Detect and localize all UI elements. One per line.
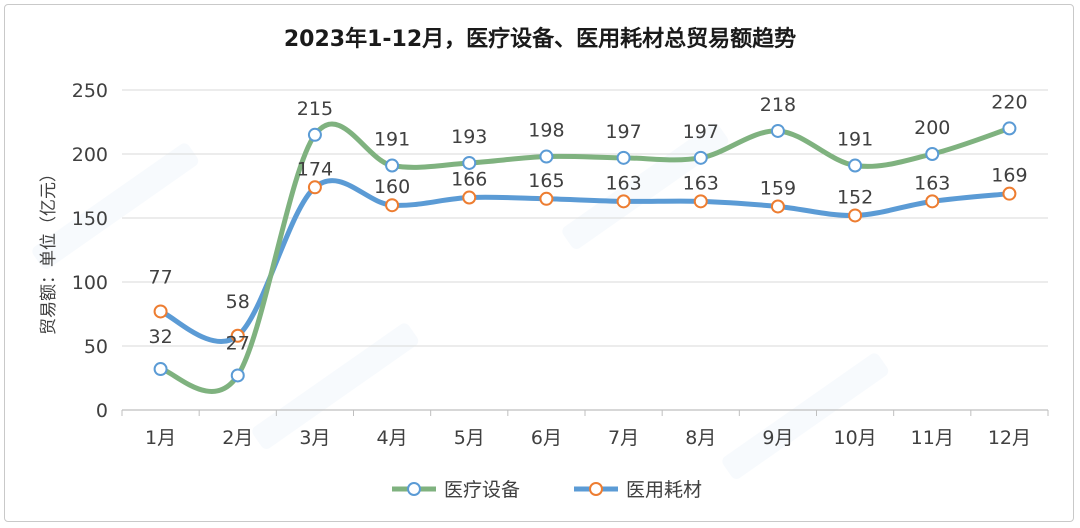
data-point — [1002, 186, 1017, 201]
data-point — [307, 127, 322, 142]
x-tick-label: 9月 — [762, 427, 793, 449]
data-point — [616, 194, 631, 209]
data-label: 197 — [605, 121, 641, 143]
data-point — [385, 158, 400, 173]
x-tick-label: 12月 — [988, 427, 1031, 449]
x-tick-label: 7月 — [608, 427, 639, 449]
x-tick-label: 8月 — [685, 427, 716, 449]
y-axis-label: 贸易额：单位（亿元） — [39, 165, 59, 335]
data-label: 160 — [374, 176, 410, 198]
data-point — [462, 190, 477, 205]
data-point — [230, 328, 245, 343]
data-label: 169 — [991, 165, 1027, 187]
data-label: 220 — [991, 91, 1027, 113]
data-point — [693, 150, 708, 165]
data-label: 215 — [297, 98, 333, 120]
data-point — [539, 149, 554, 164]
data-point — [307, 180, 322, 195]
series-line — [158, 121, 1012, 394]
data-label: 174 — [297, 158, 333, 180]
watermark-mark — [32, 143, 199, 269]
data-label: 200 — [914, 117, 950, 139]
chart-title: 2023年1-12月，医疗设备、医用耗材总贸易额趋势 — [284, 26, 796, 52]
axes: 0 50 100 150 200 250 1月 2月 3月 4月 5月 6月 7月 8月 9月 10月 11月 1… — [72, 80, 1049, 449]
legend-label: 医疗设备 — [444, 479, 520, 501]
data-point — [462, 155, 477, 170]
data-label: 77 — [148, 266, 172, 288]
data-label: 163 — [605, 172, 641, 194]
legend-marker — [407, 482, 421, 496]
watermark-mark — [722, 353, 889, 479]
data-label: 159 — [760, 177, 796, 199]
x-tick-label: 6月 — [531, 427, 562, 449]
x-tick-label: 5月 — [454, 427, 485, 449]
watermark-group — [32, 123, 889, 479]
data-point — [848, 158, 863, 173]
x-tick-label: 3月 — [299, 427, 330, 449]
x-tick-label: 2月 — [222, 427, 253, 449]
data-point — [230, 368, 245, 383]
y-tick-label: 0 — [96, 400, 108, 422]
data-point — [925, 194, 940, 209]
data-point — [848, 208, 863, 223]
data-labels: 32 27 215 191 193 198 197 197 218 191 200 220 77 58 17… — [148, 91, 1027, 354]
data-label: 191 — [374, 129, 410, 151]
legend-label: 医用耗材 — [626, 479, 702, 501]
data-label: 166 — [451, 169, 487, 191]
data-point — [770, 123, 785, 138]
watermark-mark — [252, 323, 419, 449]
data-point — [1002, 121, 1017, 136]
legend-marker — [589, 482, 603, 496]
data-label: 198 — [528, 120, 564, 142]
data-label: 191 — [837, 129, 873, 151]
x-tick-label: 1月 — [145, 427, 176, 449]
data-label: 27 — [226, 332, 250, 354]
data-label: 218 — [760, 94, 796, 116]
grid-lines — [122, 89, 1048, 347]
data-label: 163 — [914, 172, 950, 194]
data-label: 163 — [683, 172, 719, 194]
data-label: 197 — [683, 121, 719, 143]
data-label: 58 — [226, 291, 250, 313]
data-point — [925, 147, 940, 161]
data-label: 152 — [837, 186, 873, 208]
x-tick-label: 10月 — [833, 427, 876, 449]
data-point — [693, 194, 708, 209]
y-tick-label: 250 — [72, 80, 108, 102]
data-point — [385, 198, 400, 213]
data-label: 193 — [451, 126, 487, 148]
series-group — [153, 121, 1017, 394]
data-point — [153, 362, 168, 377]
data-label: 165 — [528, 170, 564, 192]
y-tick-label: 200 — [72, 144, 108, 166]
data-point — [616, 150, 631, 165]
data-point — [153, 304, 168, 319]
legend: 医疗设备 医用耗材 — [392, 479, 702, 501]
y-tick-label: 50 — [84, 336, 108, 358]
y-tick-label: 150 — [72, 208, 108, 230]
data-point — [539, 191, 554, 206]
x-tick-label: 4月 — [377, 427, 408, 449]
x-tick-label: 11月 — [911, 427, 954, 449]
data-point — [770, 199, 785, 214]
y-tick-label: 100 — [72, 272, 108, 294]
data-label: 32 — [148, 326, 172, 348]
